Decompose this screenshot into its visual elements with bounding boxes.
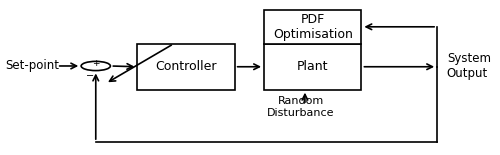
Bar (264, 44, 362, 90)
Text: PDF
Optimisation: PDF Optimisation (273, 13, 352, 41)
Text: System
Output: System Output (447, 52, 491, 80)
Text: Controller: Controller (155, 60, 216, 73)
Text: Random
Disturbance: Random Disturbance (267, 96, 334, 117)
Bar (264, 10, 362, 44)
Text: Set-point: Set-point (6, 60, 60, 73)
Circle shape (81, 61, 110, 71)
Text: Plant: Plant (297, 60, 328, 73)
Text: −: − (86, 71, 94, 81)
Bar (137, 44, 234, 90)
Text: +: + (92, 59, 100, 68)
